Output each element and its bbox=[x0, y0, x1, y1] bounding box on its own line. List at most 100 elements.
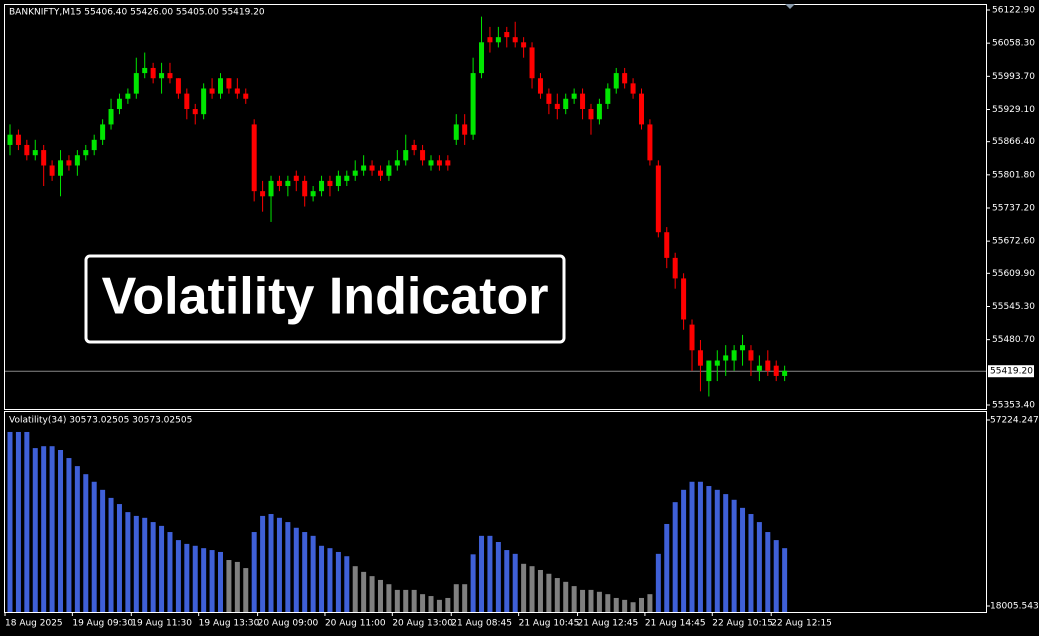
x-tick-label: 20 Aug 13:00 bbox=[392, 619, 453, 629]
bar bbox=[782, 548, 788, 612]
candle-body bbox=[285, 180, 291, 187]
bar bbox=[664, 523, 670, 612]
candle-body bbox=[773, 365, 779, 376]
bar bbox=[32, 448, 38, 612]
candle-body bbox=[714, 360, 720, 366]
candle-body bbox=[554, 103, 560, 110]
candle-body bbox=[571, 93, 577, 99]
candle-body bbox=[344, 175, 350, 181]
bar bbox=[49, 446, 55, 612]
candle-body bbox=[436, 160, 442, 166]
bar bbox=[740, 507, 746, 612]
candle-body bbox=[7, 134, 13, 145]
bar bbox=[546, 573, 552, 612]
candle-body bbox=[420, 150, 426, 161]
bar bbox=[630, 602, 636, 612]
candle-body bbox=[664, 232, 670, 258]
shift-marker bbox=[785, 4, 795, 9]
candle-body bbox=[125, 93, 131, 99]
bar bbox=[420, 594, 426, 612]
bar bbox=[462, 584, 468, 612]
bar bbox=[479, 535, 485, 612]
candle-body bbox=[529, 47, 535, 79]
bar bbox=[529, 566, 535, 612]
candle-body bbox=[58, 160, 64, 176]
bar bbox=[756, 522, 762, 612]
candle-body bbox=[74, 155, 80, 166]
y-tick-label: 56122.90 bbox=[992, 6, 1035, 16]
bar bbox=[58, 449, 64, 612]
bar bbox=[521, 563, 527, 612]
candle-body bbox=[512, 37, 518, 43]
candle-body bbox=[756, 365, 762, 371]
indicator-title: Volatility(34) 30573.02505 30573.02505 bbox=[9, 416, 192, 426]
candle-body bbox=[142, 67, 148, 74]
bar bbox=[563, 581, 569, 612]
bar bbox=[41, 446, 47, 612]
bar bbox=[487, 535, 493, 612]
candle-body bbox=[605, 88, 611, 104]
bar bbox=[268, 514, 274, 612]
bar bbox=[7, 431, 13, 612]
candle-body bbox=[630, 83, 636, 94]
bar bbox=[319, 545, 325, 612]
candle-body bbox=[748, 350, 754, 361]
candle-body bbox=[167, 73, 173, 79]
bar bbox=[748, 514, 754, 612]
candle-body bbox=[453, 124, 459, 140]
candle-body bbox=[672, 257, 678, 279]
x-tick-label: 20 Aug 09:00 bbox=[258, 619, 319, 629]
bar bbox=[470, 554, 476, 612]
bar bbox=[723, 494, 729, 612]
chart-title: BANKNIFTY,M15 55406.40 55426.00 55405.00… bbox=[9, 8, 265, 18]
candle-body bbox=[133, 73, 139, 94]
bar bbox=[260, 515, 266, 612]
bar bbox=[537, 569, 543, 612]
bar bbox=[596, 591, 602, 612]
bar bbox=[588, 589, 594, 612]
candle-body bbox=[310, 191, 316, 197]
candle-body bbox=[689, 324, 695, 351]
candle-body bbox=[495, 37, 501, 43]
bar bbox=[697, 481, 703, 612]
bar bbox=[706, 486, 712, 612]
candle-body bbox=[723, 355, 729, 361]
candle-body bbox=[184, 93, 190, 110]
candle-body bbox=[588, 109, 594, 120]
x-tick-label: 21 Aug 08:45 bbox=[451, 619, 512, 629]
candle-body bbox=[293, 175, 299, 181]
candle-body bbox=[386, 165, 392, 176]
bar bbox=[394, 589, 400, 612]
candle-body bbox=[487, 37, 493, 43]
current-price-label: 55419.20 bbox=[990, 367, 1033, 377]
candle-body bbox=[276, 180, 282, 187]
x-tick-label: 19 Aug 11:30 bbox=[131, 619, 192, 629]
bar bbox=[91, 481, 97, 612]
main-panel bbox=[4, 4, 987, 410]
bar bbox=[142, 517, 148, 612]
candle-body bbox=[66, 160, 72, 166]
candle-body bbox=[268, 180, 274, 197]
candle-body bbox=[251, 124, 257, 192]
candle-body bbox=[537, 78, 543, 94]
bar bbox=[765, 532, 771, 612]
bar bbox=[361, 571, 367, 612]
candle-body bbox=[377, 170, 383, 176]
bar bbox=[218, 551, 223, 612]
bar bbox=[655, 553, 661, 612]
bar bbox=[571, 586, 577, 612]
candle-body bbox=[470, 73, 476, 135]
x-tick-label: 21 Aug 10:45 bbox=[519, 619, 580, 629]
bar bbox=[293, 527, 299, 612]
candle-body bbox=[706, 360, 712, 382]
candle-body bbox=[580, 93, 586, 110]
y-tick-label: 18005.5437 bbox=[990, 601, 1039, 611]
bar bbox=[133, 515, 139, 612]
bar bbox=[369, 576, 375, 612]
bar bbox=[377, 579, 383, 612]
candle-body bbox=[394, 160, 400, 166]
y-tick-label: 55672.60 bbox=[992, 237, 1035, 247]
bar bbox=[605, 594, 611, 612]
bar bbox=[125, 512, 131, 612]
